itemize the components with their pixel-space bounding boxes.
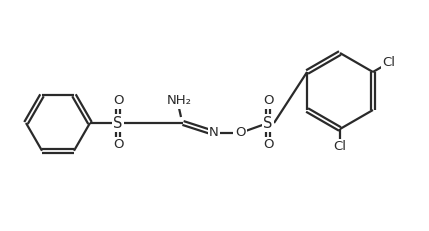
Text: S: S (113, 116, 123, 131)
Text: O: O (235, 127, 245, 140)
Text: O: O (263, 94, 273, 107)
Text: Cl: Cl (382, 57, 395, 70)
Text: N: N (209, 127, 219, 140)
Text: NH₂: NH₂ (166, 94, 191, 107)
Text: S: S (263, 116, 273, 131)
Text: O: O (113, 139, 123, 152)
Text: Cl: Cl (333, 140, 347, 154)
Text: O: O (263, 139, 273, 152)
Text: O: O (113, 94, 123, 107)
